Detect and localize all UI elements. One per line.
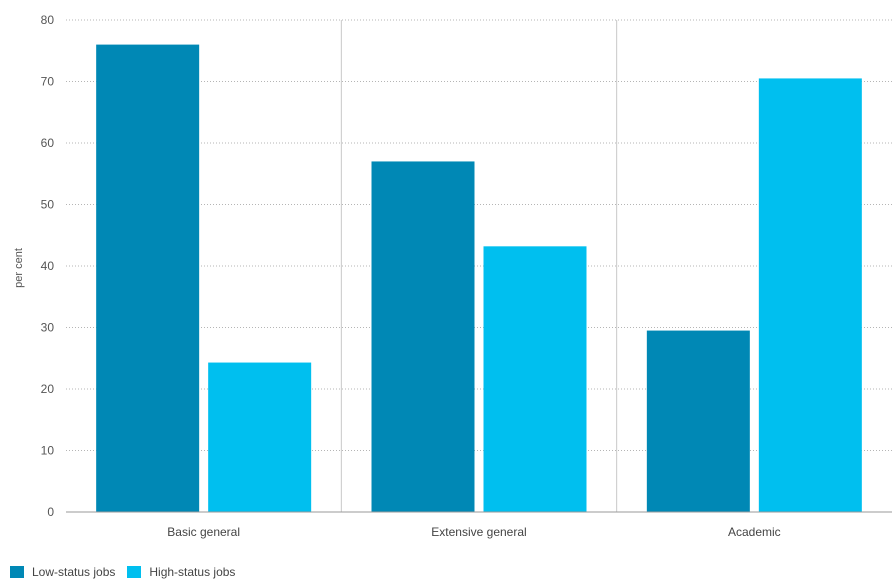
x-axis-categories: Basic general Extensive general Academic (167, 525, 780, 539)
bar-chart: 0 10 20 30 40 50 60 70 80 Basic general Extensive… (13, 13, 892, 539)
legend-item-low-status: Low-status jobs (10, 565, 115, 579)
y-tick-label: 10 (41, 444, 55, 458)
legend-label-low-status: Low-status jobs (32, 565, 116, 579)
legend-swatch-high-status (127, 566, 142, 578)
bar-extensive-general-high-status (483, 246, 587, 512)
category-separators (340, 20, 618, 512)
legend-swatch-low-status (10, 566, 24, 578)
bars (96, 44, 862, 513)
y-tick-label: 80 (41, 13, 55, 27)
y-axis-ticks: 0 10 20 30 40 50 60 70 80 (41, 13, 55, 519)
y-tick-label: 0 (47, 505, 54, 519)
y-axis-title: per cent (13, 248, 25, 288)
bar-academic-high-status (758, 78, 862, 513)
y-tick-label: 60 (41, 136, 55, 150)
y-tick-label: 20 (41, 382, 55, 396)
y-tick-label: 70 (41, 75, 55, 89)
legend-item-high-status: High-status jobs (127, 565, 235, 579)
y-tick-label: 50 (41, 198, 55, 212)
bar-basic-general-high-status (208, 362, 312, 512)
legend: Low-status jobs High-status jobs (10, 565, 247, 579)
bar-extensive-general-low-status (371, 161, 475, 512)
bar-basic-general-low-status (96, 44, 200, 512)
x-category-label: Basic general (167, 525, 240, 539)
x-category-label: Extensive general (431, 525, 526, 539)
legend-label-high-status: High-status jobs (149, 565, 236, 579)
bar-academic-low-status (646, 330, 750, 512)
y-tick-label: 40 (41, 259, 55, 273)
x-category-label: Academic (728, 525, 781, 539)
y-tick-label: 30 (41, 321, 55, 335)
